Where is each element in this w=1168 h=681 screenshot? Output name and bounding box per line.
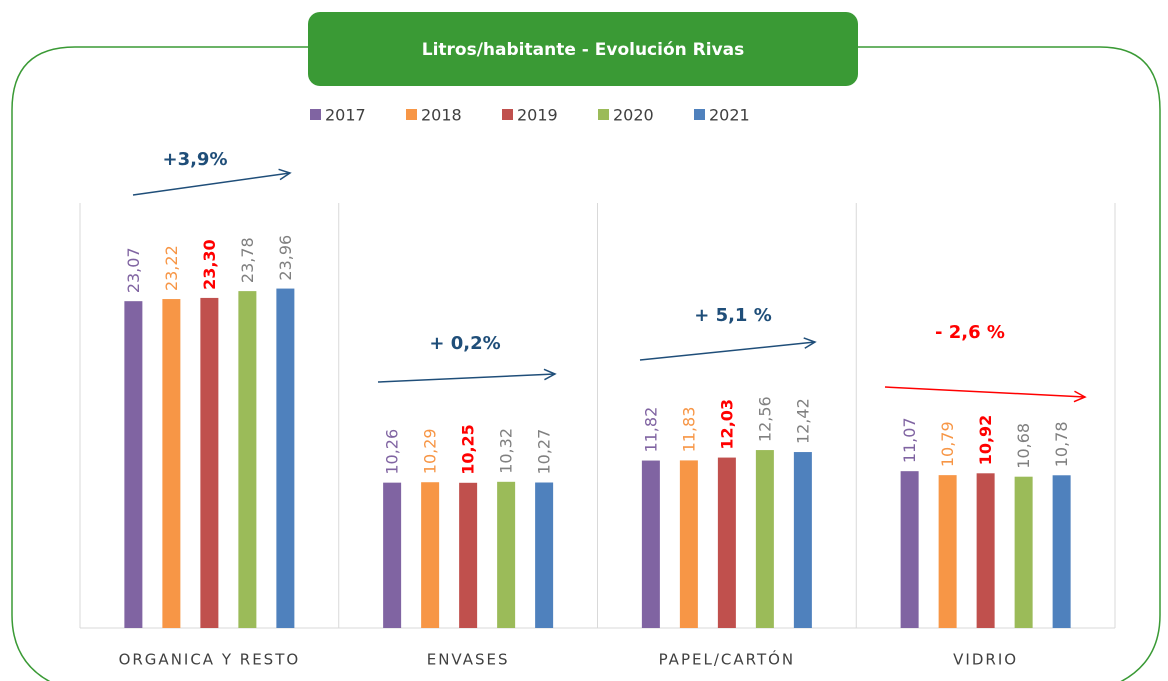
- frame: [11, 46, 308, 681]
- bar: [276, 288, 295, 628]
- arrow-head: [1073, 390, 1087, 403]
- legend-swatch: [310, 109, 321, 120]
- bar: [1014, 476, 1033, 628]
- bar: [900, 471, 919, 628]
- value-label: 11,07: [900, 417, 919, 463]
- legend-label: 2018: [421, 106, 462, 125]
- value-label: 12,03: [717, 399, 736, 450]
- value-label: 23,78: [238, 237, 257, 283]
- legend-swatch: [406, 109, 417, 120]
- arrow: [639, 341, 816, 361]
- bar: [679, 460, 698, 628]
- legend-swatch: [694, 109, 705, 120]
- value-label: 23,07: [124, 247, 143, 293]
- x-tick-label: ORGANICA Y RESTO: [119, 651, 301, 669]
- value-label: 10,29: [421, 428, 440, 474]
- value-label: 10,68: [1014, 423, 1033, 469]
- arrow-head: [543, 368, 557, 381]
- bar: [200, 297, 219, 628]
- bar: [717, 457, 736, 628]
- value-label: 12,56: [755, 396, 774, 442]
- value-label: 12,42: [793, 398, 812, 444]
- frame: [858, 46, 1161, 681]
- bar: [535, 482, 554, 628]
- bar: [421, 482, 440, 628]
- arrow: [377, 373, 556, 383]
- bar: [938, 475, 957, 628]
- arrow: [132, 172, 291, 196]
- legend-label: 2021: [709, 106, 750, 125]
- legend-label: 2020: [613, 106, 654, 125]
- value-label: 23,22: [162, 245, 181, 291]
- bar: [124, 301, 143, 628]
- chart-title: Litros/habitante - Evolución Rivas: [422, 40, 745, 60]
- value-label: 10,26: [383, 429, 402, 475]
- value-label: 11,83: [679, 407, 698, 453]
- value-label: 10,27: [535, 429, 554, 475]
- legend-swatch: [598, 109, 609, 120]
- value-label: 10,25: [459, 424, 478, 475]
- legend-label: 2017: [325, 106, 366, 125]
- bar: [1052, 475, 1071, 628]
- annotation: - 2,6 %: [935, 322, 1005, 343]
- bar: [793, 452, 812, 628]
- legend-swatch: [502, 109, 513, 120]
- bar: [162, 299, 181, 628]
- annotation: +3,9%: [162, 149, 227, 170]
- x-tick-label: PAPEL/CARTÓN: [659, 650, 796, 669]
- arrow-head: [278, 168, 292, 181]
- x-tick-label: ENVASES: [427, 651, 510, 669]
- bar: [459, 482, 478, 628]
- annotation: + 0,2%: [429, 333, 500, 354]
- value-label: 23,96: [276, 235, 295, 281]
- arrow: [884, 386, 1086, 398]
- bar: [976, 473, 995, 628]
- title-box: [308, 12, 858, 86]
- value-label: 11,82: [641, 407, 660, 453]
- bar: [383, 482, 402, 628]
- value-label: 10,92: [976, 415, 995, 466]
- value-label: 10,79: [938, 421, 957, 467]
- value-label: 23,30: [200, 239, 219, 290]
- value-label: 10,32: [497, 428, 516, 474]
- arrow-head: [803, 337, 817, 349]
- bar: [497, 481, 516, 628]
- value-label: 10,78: [1052, 421, 1071, 467]
- legend-label: 2019: [517, 106, 558, 125]
- annotation: + 5,1 %: [694, 305, 772, 326]
- bar: [755, 450, 774, 628]
- bar: [238, 291, 257, 628]
- x-tick-label: VIDRIO: [953, 651, 1018, 669]
- bar: [641, 460, 660, 628]
